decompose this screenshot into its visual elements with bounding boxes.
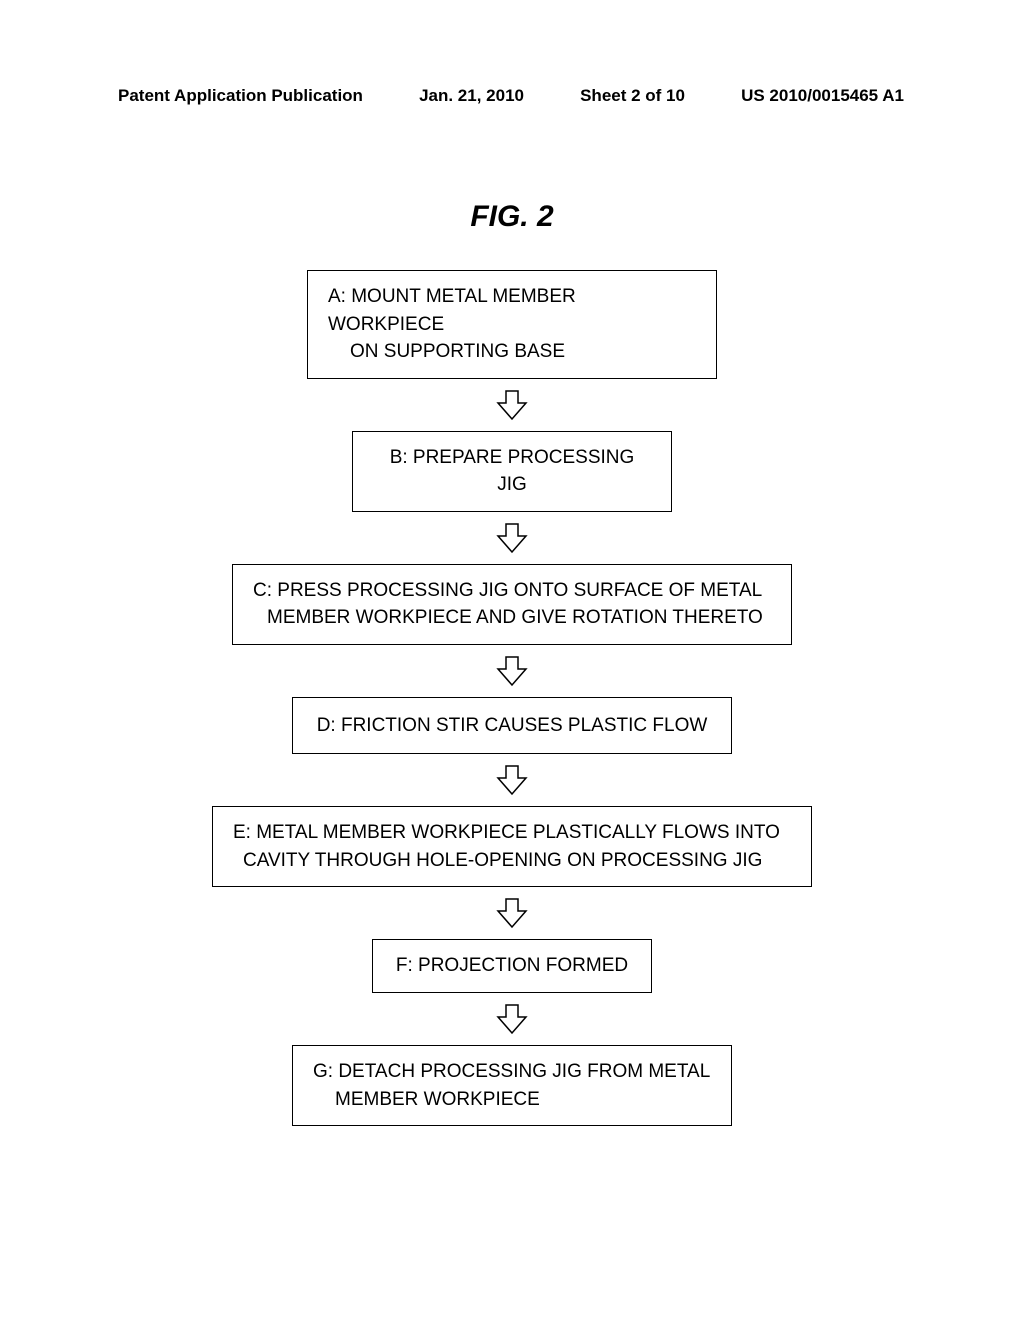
step-c-line1: C: PRESS PROCESSING JIG ONTO SURFACE OF … [253, 577, 771, 605]
publication-date: Jan. 21, 2010 [419, 86, 524, 106]
sheet-number: Sheet 2 of 10 [580, 86, 685, 106]
page-header: Patent Application Publication Jan. 21, … [0, 86, 1024, 106]
figure-title: FIG. 2 [0, 200, 1024, 234]
arrow-icon [494, 655, 530, 687]
step-d-text: D: FRICTION STIR CAUSES PLASTIC FLOW [317, 715, 708, 736]
step-e-line1: E: METAL MEMBER WORKPIECE PLASTICALLY FL… [233, 819, 791, 847]
step-g-box: G: DETACH PROCESSING JIG FROM METAL MEMB… [292, 1045, 732, 1126]
step-c-line2: MEMBER WORKPIECE AND GIVE ROTATION THERE… [253, 604, 771, 632]
step-g-line2: MEMBER WORKPIECE [313, 1086, 711, 1114]
step-f-text: F: PROJECTION FORMED [396, 955, 628, 976]
publication-number: US 2010/0015465 A1 [741, 86, 904, 106]
step-f-box: F: PROJECTION FORMED [372, 939, 652, 993]
step-d-box: D: FRICTION STIR CAUSES PLASTIC FLOW [292, 697, 732, 755]
flowchart: A: MOUNT METAL MEMBER WORKPIECE ON SUPPO… [0, 270, 1024, 1126]
step-a-box: A: MOUNT METAL MEMBER WORKPIECE ON SUPPO… [307, 270, 717, 379]
step-e-line2: CAVITY THROUGH HOLE-OPENING ON PROCESSIN… [233, 847, 791, 875]
step-a-line1: A: MOUNT METAL MEMBER WORKPIECE [328, 283, 696, 338]
step-a-line2: ON SUPPORTING BASE [328, 338, 696, 366]
step-c-box: C: PRESS PROCESSING JIG ONTO SURFACE OF … [232, 564, 792, 645]
step-g-line1: G: DETACH PROCESSING JIG FROM METAL [313, 1058, 711, 1086]
publication-label: Patent Application Publication [118, 86, 363, 106]
arrow-icon [494, 1003, 530, 1035]
arrow-icon [494, 522, 530, 554]
arrow-icon [494, 897, 530, 929]
arrow-icon [494, 764, 530, 796]
step-e-box: E: METAL MEMBER WORKPIECE PLASTICALLY FL… [212, 806, 812, 887]
arrow-icon [494, 389, 530, 421]
step-b-text: B: PREPARE PROCESSING JIG [390, 447, 635, 496]
step-b-box: B: PREPARE PROCESSING JIG [352, 431, 672, 512]
